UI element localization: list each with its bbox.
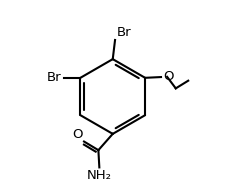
- Text: Br: Br: [47, 71, 61, 84]
- Text: O: O: [163, 70, 174, 83]
- Text: Br: Br: [117, 26, 132, 39]
- Text: O: O: [72, 128, 82, 141]
- Text: NH₂: NH₂: [87, 169, 112, 182]
